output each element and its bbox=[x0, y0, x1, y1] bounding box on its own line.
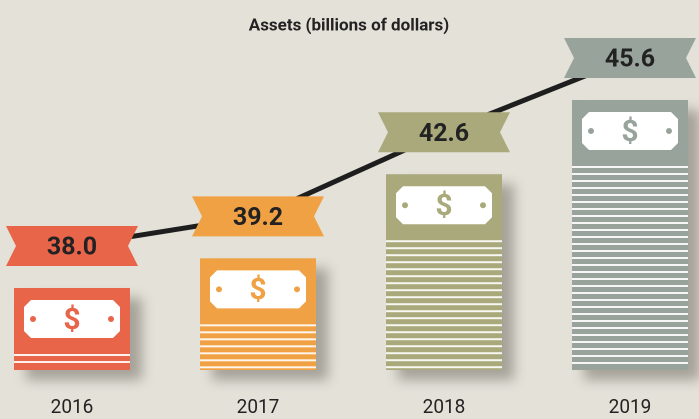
bill-edge bbox=[386, 289, 502, 291]
bill-edge bbox=[572, 264, 688, 266]
bill-edge bbox=[200, 324, 316, 326]
bill-edge bbox=[200, 338, 316, 340]
dollar-sign: $ bbox=[249, 272, 266, 307]
bill-edge bbox=[572, 299, 688, 301]
bill-edge bbox=[572, 271, 688, 273]
money-stack: $ bbox=[386, 174, 514, 380]
bill-edge bbox=[200, 352, 316, 354]
bill-edge bbox=[386, 338, 502, 340]
money-stack: $ bbox=[14, 288, 142, 380]
bill-edge bbox=[386, 261, 502, 263]
bill-edge bbox=[386, 296, 502, 298]
bill-edge bbox=[572, 257, 688, 259]
bill-edge bbox=[200, 359, 316, 361]
bill-edge bbox=[386, 324, 502, 326]
value-label: 45.6 bbox=[605, 45, 655, 74]
bill-edge bbox=[386, 275, 502, 277]
bill-edge bbox=[386, 317, 502, 319]
bill-edge bbox=[572, 166, 688, 168]
bill-edge bbox=[572, 173, 688, 175]
bill-edge bbox=[386, 268, 502, 270]
money-stack: $ bbox=[200, 258, 328, 380]
chart: Assets (billions of dollars) $ $ $ $38.0 39.… bbox=[0, 0, 699, 419]
bill-edge bbox=[572, 222, 688, 224]
bill-edge bbox=[572, 348, 688, 350]
bill-edge bbox=[572, 327, 688, 329]
bill-edge bbox=[200, 366, 316, 368]
bill-edge bbox=[14, 361, 130, 363]
bill-edge bbox=[386, 359, 502, 361]
money-stack: $ bbox=[572, 100, 699, 380]
bill-edge bbox=[572, 236, 688, 238]
bill-edge bbox=[386, 303, 502, 305]
bill-edge bbox=[572, 278, 688, 280]
bill-edge bbox=[572, 229, 688, 231]
dollar-sign: $ bbox=[435, 188, 452, 223]
bill-edge bbox=[386, 282, 502, 284]
bill-dot bbox=[666, 128, 672, 134]
bill-dot bbox=[402, 202, 408, 208]
bill-edge bbox=[386, 366, 502, 368]
x-tick-label: 2019 bbox=[609, 395, 652, 418]
bill-edge bbox=[572, 313, 688, 315]
bill-dot bbox=[480, 202, 486, 208]
x-tick-label: 2017 bbox=[237, 395, 280, 418]
x-tick-label: 2018 bbox=[423, 395, 466, 418]
bill-dot bbox=[216, 286, 222, 292]
bill-edge bbox=[572, 250, 688, 252]
dollar-sign: $ bbox=[63, 302, 80, 337]
bill-edge bbox=[386, 247, 502, 249]
bill-dot bbox=[294, 286, 300, 292]
bill-edge bbox=[572, 292, 688, 294]
bill-edge bbox=[572, 306, 688, 308]
bill-edge bbox=[386, 331, 502, 333]
value-label: 38.0 bbox=[47, 233, 97, 262]
bill-edge bbox=[572, 215, 688, 217]
bill-edge bbox=[386, 345, 502, 347]
bill-edge bbox=[386, 240, 502, 242]
bill-edge bbox=[14, 354, 130, 356]
x-tick-label: 2016 bbox=[51, 395, 94, 418]
bill-edge bbox=[572, 194, 688, 196]
bill-edge bbox=[572, 362, 688, 364]
dollar-sign: $ bbox=[621, 114, 638, 149]
value-label: 42.6 bbox=[419, 119, 469, 148]
bill-edge bbox=[572, 320, 688, 322]
bill-edge bbox=[572, 201, 688, 203]
bill-edge bbox=[200, 331, 316, 333]
bill-edge bbox=[386, 352, 502, 354]
bill-edge bbox=[572, 355, 688, 357]
bill-edge bbox=[386, 310, 502, 312]
value-label: 39.2 bbox=[233, 203, 283, 232]
bill-dot bbox=[588, 128, 594, 134]
bill-dot bbox=[30, 316, 36, 322]
bill-edge bbox=[572, 285, 688, 287]
bill-edge bbox=[572, 208, 688, 210]
bill-edge bbox=[572, 187, 688, 189]
bill-edge bbox=[572, 341, 688, 343]
chart-title: Assets (billions of dollars) bbox=[249, 15, 449, 35]
bill-dot bbox=[108, 316, 114, 322]
bill-edge bbox=[572, 243, 688, 245]
bill-edge bbox=[572, 180, 688, 182]
bill-edge bbox=[200, 345, 316, 347]
bill-edge bbox=[386, 254, 502, 256]
bill-edge bbox=[572, 334, 688, 336]
